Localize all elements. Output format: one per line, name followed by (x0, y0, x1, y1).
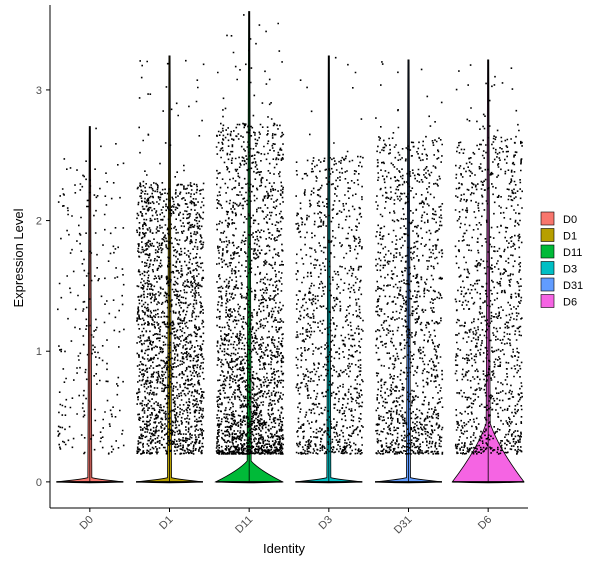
y-tick-label: 0 (36, 477, 42, 489)
y-tick-label: 1 (36, 346, 42, 358)
jitter-points-D31 (375, 61, 444, 455)
axes (49, 5, 528, 509)
y-tick-label: 2 (36, 216, 42, 228)
violin-layer (56, 11, 525, 484)
jitter-points-D3 (295, 56, 364, 455)
x-tick-label-D1: D1 (157, 514, 175, 532)
legend-key-D1 (540, 228, 555, 242)
legend-label-D0: D0 (563, 214, 577, 226)
legend-key-D3 (540, 261, 555, 275)
legend: D0 D1 D11 D3 D31 D6 (540, 211, 583, 309)
x-tick-label-D0: D0 (78, 514, 96, 532)
legend-label-D1: D1 (563, 231, 577, 243)
legend-key-D0 (540, 211, 555, 226)
x-tick-label-D11: D11 (233, 514, 255, 536)
legend-label-D6: D6 (563, 297, 577, 309)
x-axis-title: Identity (263, 541, 305, 556)
y-tick-label: 3 (36, 85, 42, 97)
x-tick-label-D6: D6 (476, 514, 494, 532)
x-ticks: D0 D1 D11 D3 D31 D6 (78, 508, 494, 537)
jitter-points-layer (57, 14, 523, 455)
legend-key-D11 (540, 244, 555, 259)
y-ticks: 0 1 2 3 (36, 85, 50, 489)
x-tick-label-D31: D31 (392, 514, 415, 537)
legend-label-D11: D11 (563, 247, 582, 259)
jitter-points-D1 (136, 59, 205, 455)
x-tick-label-D3: D3 (317, 514, 335, 532)
legend-key-D31 (540, 277, 555, 292)
legend-label-D3: D3 (563, 264, 577, 276)
legend-key-D6 (540, 294, 555, 308)
y-axis-title: Expression Level (11, 208, 26, 307)
legend-label-D31: D31 (563, 280, 583, 292)
jitter-points-D11 (215, 14, 285, 455)
